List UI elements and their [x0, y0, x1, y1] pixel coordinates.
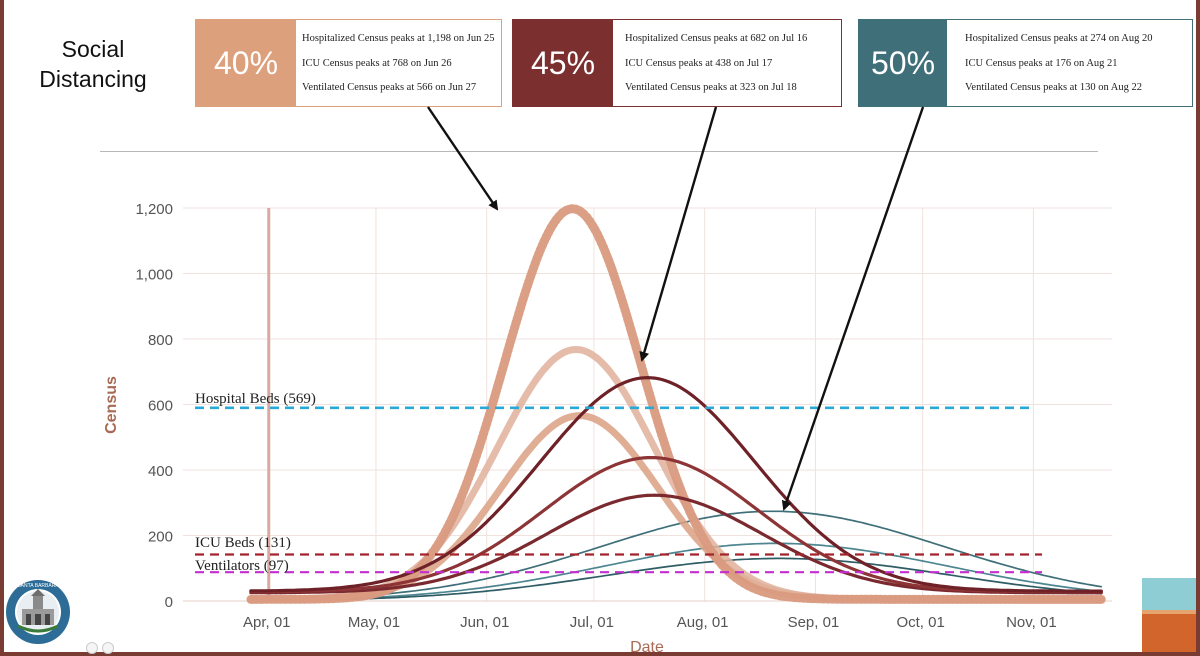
- y-tick-label: 0: [165, 594, 173, 611]
- scenario-percent-40: 40%: [196, 20, 296, 106]
- x-tick-label: May, 01: [348, 614, 400, 631]
- y-tick-label: 1,200: [135, 201, 173, 218]
- reference-label: Ventilators (97): [195, 558, 289, 574]
- y-tick-label: 400: [148, 463, 173, 480]
- series-line-45-hospitalized: [249, 376, 1103, 593]
- scenario-45-icu: ICU Census peaks at 438 on Jul 17: [625, 57, 773, 69]
- x-axis-title: Date: [630, 639, 664, 656]
- scenario-box-45: 45% Hospitalized Census peaks at 682 on …: [512, 19, 842, 107]
- scenario-50-ventilated: Ventilated Census peaks at 130 on Aug 22: [965, 81, 1143, 93]
- decor-block-orange: [1142, 614, 1196, 652]
- reference-label: Hospital Beds (569): [195, 391, 316, 407]
- y-tick-label: 1,000: [135, 267, 173, 284]
- county-seal-logo: SANTA BARBARA: [6, 580, 70, 644]
- header-divider: [100, 151, 1098, 152]
- scenario-45-ventilated: Ventilated Census peaks at 323 on Jul 18: [625, 81, 797, 93]
- y-axis-title: Census: [103, 376, 120, 434]
- series-line-50-icu: [250, 542, 1103, 602]
- x-tick-label: Sep, 01: [788, 614, 840, 631]
- x-tick-label: Jun, 01: [460, 614, 509, 631]
- scenario-40-ventilated: Ventilated Census peaks at 566 on Jun 27: [302, 81, 477, 93]
- scenario-40-hospitalized: Hospitalized Census peaks at 1,198 on Ju…: [302, 33, 495, 45]
- y-tick-label: 800: [148, 332, 173, 349]
- decor-block-teal: [1142, 578, 1196, 614]
- x-tick-label: Jul, 01: [570, 614, 614, 631]
- slide-title-line2: Distancing: [39, 66, 147, 92]
- x-tick-label: Oct, 01: [896, 614, 944, 631]
- scenario-percent-45: 45%: [513, 20, 613, 106]
- svg-text:SANTA BARBARA: SANTA BARBARA: [17, 583, 59, 589]
- slide-title-line1: Social: [61, 36, 125, 62]
- reference-label: ICU Beds (131): [195, 535, 291, 551]
- callout-arrow-45: [639, 106, 718, 362]
- slide-title: Social Distancing: [18, 34, 168, 94]
- callout-arrow-50: [781, 106, 925, 511]
- x-tick-label: Aug, 01: [677, 614, 729, 631]
- x-tick-label: Nov, 01: [1006, 614, 1057, 631]
- series-line-50-hospitalized: [250, 510, 1103, 601]
- y-tick-label: 200: [148, 529, 173, 546]
- scenario-box-50: 50% Hospitalized Census peaks at 274 on …: [858, 19, 1193, 107]
- decor-block-sliver: [1142, 610, 1196, 614]
- scenario-40-icu: ICU Census peaks at 768 on Jun 26: [302, 57, 452, 69]
- series-line-50-ventilated: [250, 557, 1103, 602]
- y-tick-label: 600: [148, 398, 173, 415]
- scenario-50-icu: ICU Census peaks at 176 on Aug 21: [965, 57, 1118, 69]
- scenario-box-40: 40% Hospitalized Census peaks at 1,198 o…: [195, 19, 502, 107]
- scenario-percent-50: 50%: [859, 20, 947, 106]
- slide-prev-control[interactable]: [86, 642, 98, 654]
- slide-next-control[interactable]: [102, 642, 114, 654]
- callout-arrow-40: [427, 106, 499, 211]
- scenario-50-hospitalized: Hospitalized Census peaks at 274 on Aug …: [965, 33, 1153, 45]
- x-tick-label: Apr, 01: [243, 614, 291, 631]
- scenario-45-hospitalized: Hospitalized Census peaks at 682 on Jul …: [625, 33, 808, 45]
